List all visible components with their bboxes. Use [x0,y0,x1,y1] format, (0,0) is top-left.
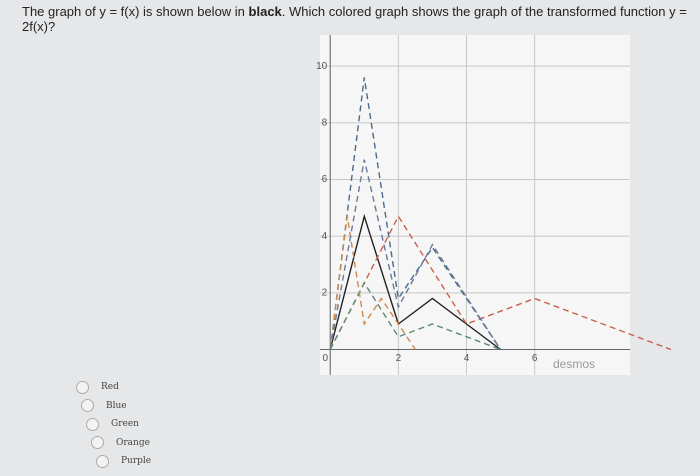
y-tick-label: 4 [322,231,328,242]
graph-line [329,216,416,350]
option-label: Green [111,419,139,430]
x-tick-label: 6 [532,353,538,364]
question-text: . Which colored graph shows the graph of… [22,4,687,34]
radio-button[interactable] [76,380,89,394]
radio-button[interactable] [91,436,104,450]
y-tick-label: 10 [316,61,328,72]
x-tick-label: 4 [464,353,470,364]
plot-area [320,35,630,375]
radio-button[interactable] [96,454,109,468]
option-label: Orange [116,437,150,448]
desmos-logo: desmos [553,357,595,371]
option-label: Blue [106,400,127,411]
question-text: The graph of y = f(x) is shown below in [22,4,249,19]
y-tick-label: 2 [322,287,328,298]
question: The graph of y = f(x) is shown below in … [22,4,700,34]
option[interactable]: Orange [91,434,151,453]
option-label: Red [101,382,119,393]
x-tick-label: 0 [322,353,328,364]
y-tick-label: 8 [322,117,328,128]
x-tick-label: 2 [396,353,402,364]
option[interactable]: Blue [81,397,151,416]
graph-line [329,77,502,350]
question-emphasis: black [248,4,282,19]
radio-button[interactable] [86,417,99,431]
option[interactable]: Red [76,378,151,397]
radio-button[interactable] [81,399,94,413]
option[interactable]: Purple [96,452,151,471]
option[interactable]: Green [86,415,151,434]
option-label: Purple [121,456,152,467]
graph-line [329,159,502,350]
options: Red Blue Green Orange Purple [76,378,151,471]
y-tick-label: 6 [322,174,328,185]
